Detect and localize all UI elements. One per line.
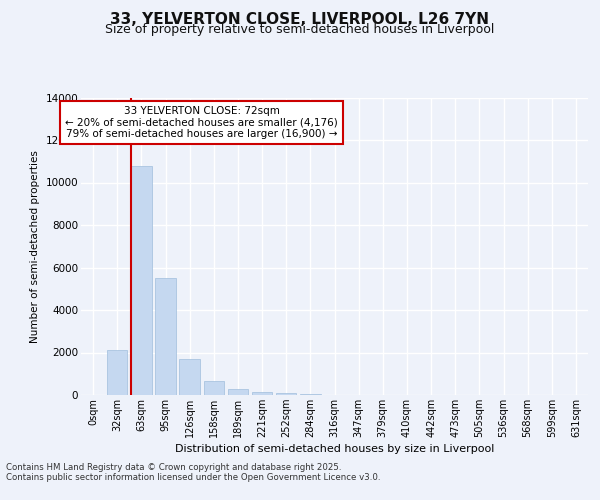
Bar bbox=[203, 381, 224, 395]
Bar bbox=[276, 393, 296, 395]
Bar bbox=[107, 350, 127, 395]
Text: Contains HM Land Registry data © Crown copyright and database right 2025.: Contains HM Land Registry data © Crown c… bbox=[6, 462, 341, 471]
Bar bbox=[131, 166, 152, 395]
Bar bbox=[227, 388, 248, 395]
Bar bbox=[155, 278, 176, 395]
Bar bbox=[252, 392, 272, 395]
X-axis label: Distribution of semi-detached houses by size in Liverpool: Distribution of semi-detached houses by … bbox=[175, 444, 494, 454]
Bar bbox=[300, 394, 320, 395]
Bar bbox=[179, 359, 200, 395]
Text: Size of property relative to semi-detached houses in Liverpool: Size of property relative to semi-detach… bbox=[106, 24, 494, 36]
Text: Contains public sector information licensed under the Open Government Licence v3: Contains public sector information licen… bbox=[6, 474, 380, 482]
Text: 33 YELVERTON CLOSE: 72sqm
← 20% of semi-detached houses are smaller (4,176)
79% : 33 YELVERTON CLOSE: 72sqm ← 20% of semi-… bbox=[65, 106, 338, 139]
Text: 33, YELVERTON CLOSE, LIVERPOOL, L26 7YN: 33, YELVERTON CLOSE, LIVERPOOL, L26 7YN bbox=[110, 12, 490, 28]
Y-axis label: Number of semi-detached properties: Number of semi-detached properties bbox=[30, 150, 40, 342]
